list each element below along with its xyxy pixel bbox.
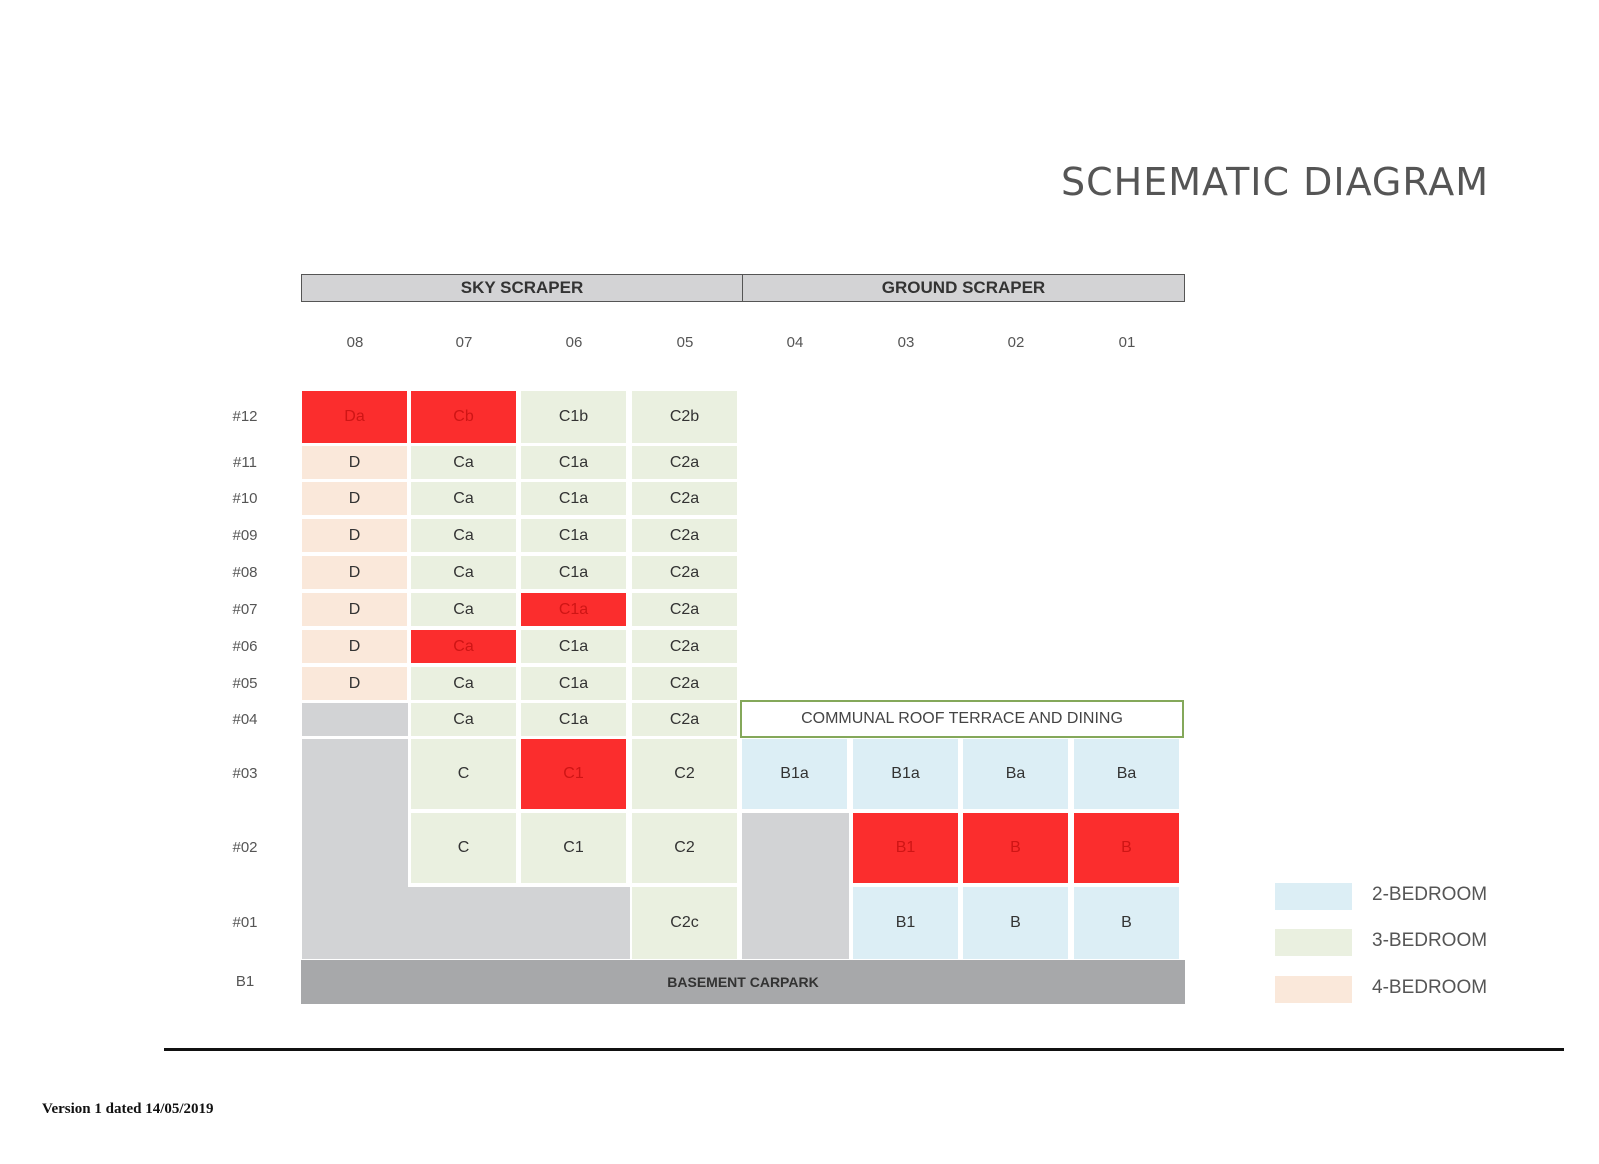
- unit-cell: C1a: [521, 519, 626, 552]
- unit-cell: Ba: [963, 739, 1068, 809]
- floor-label: #05: [232, 674, 258, 692]
- unit-cell: C2a: [632, 667, 737, 700]
- unit-cell: C1a: [521, 556, 626, 589]
- unit-cell: C2: [632, 739, 737, 809]
- unit-cell: Ca: [411, 556, 516, 589]
- unit-cell: B: [963, 887, 1068, 959]
- floor-label: #08: [232, 563, 258, 581]
- unit-cell: D: [302, 667, 407, 700]
- unit-cell: Ca: [411, 519, 516, 552]
- divider-line: [164, 1048, 1564, 1051]
- unit-cell: C1a: [521, 482, 626, 515]
- floor-label: B1: [235, 973, 255, 990]
- unit-cell: D: [302, 519, 407, 552]
- legend-swatch-3-bedroom: [1275, 929, 1352, 956]
- floor-label: #09: [232, 526, 258, 544]
- legend-swatch-4-bedroom: [1275, 976, 1352, 1003]
- legend-label-3-bedroom: 3-BEDROOM: [1372, 930, 1488, 951]
- unit-cell: C1: [521, 813, 626, 883]
- unit-cell: C1b: [521, 391, 626, 443]
- ground-scraper-header: GROUND SCRAPER: [742, 274, 1185, 302]
- unit-cell: D: [302, 593, 407, 626]
- unit-cell: Ba: [1074, 739, 1179, 809]
- unit-cell: Ca: [411, 482, 516, 515]
- unit-cell-sold: C1: [521, 739, 626, 809]
- legend-label-4-bedroom: 4-BEDROOM: [1372, 977, 1488, 998]
- unit-cell: C2: [632, 813, 737, 883]
- unit-cell: D: [302, 446, 407, 479]
- unit-cell: C2a: [632, 556, 737, 589]
- unit-cell: C2a: [632, 482, 737, 515]
- floor-label: #02: [232, 839, 258, 856]
- basement-carpark: BASEMENT CARPARK: [301, 960, 1185, 1004]
- unit-cell: C2a: [632, 593, 737, 626]
- page-title: SCHEMATIC DIAGRAM: [1061, 160, 1489, 204]
- unit-cell: B: [1074, 887, 1179, 959]
- unit-cell: Ca: [411, 593, 516, 626]
- unit-cell: D: [302, 556, 407, 589]
- unit-cell: C2a: [632, 446, 737, 479]
- unit-cell: C1a: [521, 667, 626, 700]
- legend-swatch-2-bedroom: [1275, 883, 1352, 910]
- unit-cell-sold: Ca: [411, 630, 516, 663]
- unit-cell: B1: [853, 887, 958, 959]
- floor-label: #04: [232, 710, 258, 728]
- version-note: Version 1 dated 14/05/2019: [42, 1101, 214, 1117]
- unit-cell: C2a: [632, 519, 737, 552]
- column-header-02: 02: [1007, 334, 1025, 351]
- non-residential-area: [742, 813, 849, 959]
- unit-cell: C2b: [632, 391, 737, 443]
- unit-cell: B1a: [853, 739, 958, 809]
- unit-cell: C1a: [521, 703, 626, 736]
- communal-roof-terrace: COMMUNAL ROOF TERRACE AND DINING: [740, 700, 1184, 738]
- unit-cell: D: [302, 630, 407, 663]
- non-residential-area: [408, 887, 630, 959]
- legend-label-2-bedroom: 2-BEDROOM: [1372, 884, 1488, 905]
- floor-label: #11: [233, 453, 257, 471]
- floor-label: #10: [232, 489, 258, 507]
- unit-cell: Ca: [411, 446, 516, 479]
- unit-cell-sold: B: [1074, 813, 1179, 883]
- floor-label: #12: [232, 408, 258, 425]
- unit-cell: Ca: [411, 667, 516, 700]
- unit-cell-sold: C1a: [521, 593, 626, 626]
- floor-label: #07: [232, 600, 258, 618]
- column-header-08: 08: [346, 334, 364, 351]
- unit-cell: C2a: [632, 703, 737, 736]
- unit-cell: C2c: [632, 887, 737, 959]
- column-header-04: 04: [786, 334, 804, 351]
- column-header-05: 05: [676, 334, 694, 351]
- sky-scraper-header: SKY SCRAPER: [301, 274, 743, 302]
- floor-label: #01: [232, 914, 258, 931]
- column-header-01: 01: [1118, 334, 1136, 351]
- unit-cell: C1a: [521, 630, 626, 663]
- unit-cell: C2a: [632, 630, 737, 663]
- unit-cell: C: [411, 813, 516, 883]
- unit-cell-sold: Da: [302, 391, 407, 443]
- non-residential-area: [302, 739, 408, 959]
- non-residential-area: [302, 703, 408, 736]
- unit-cell-sold: B1: [853, 813, 958, 883]
- unit-cell: C1a: [521, 446, 626, 479]
- unit-cell: B1a: [742, 739, 847, 809]
- unit-cell-sold: Cb: [411, 391, 516, 443]
- unit-cell: C: [411, 739, 516, 809]
- column-header-07: 07: [455, 334, 473, 351]
- unit-cell-sold: B: [963, 813, 1068, 883]
- floor-label: #06: [232, 637, 258, 655]
- floor-label: #03: [232, 765, 258, 782]
- column-header-03: 03: [897, 334, 915, 351]
- unit-cell: D: [302, 482, 407, 515]
- column-header-06: 06: [565, 334, 583, 351]
- unit-cell: Ca: [411, 703, 516, 736]
